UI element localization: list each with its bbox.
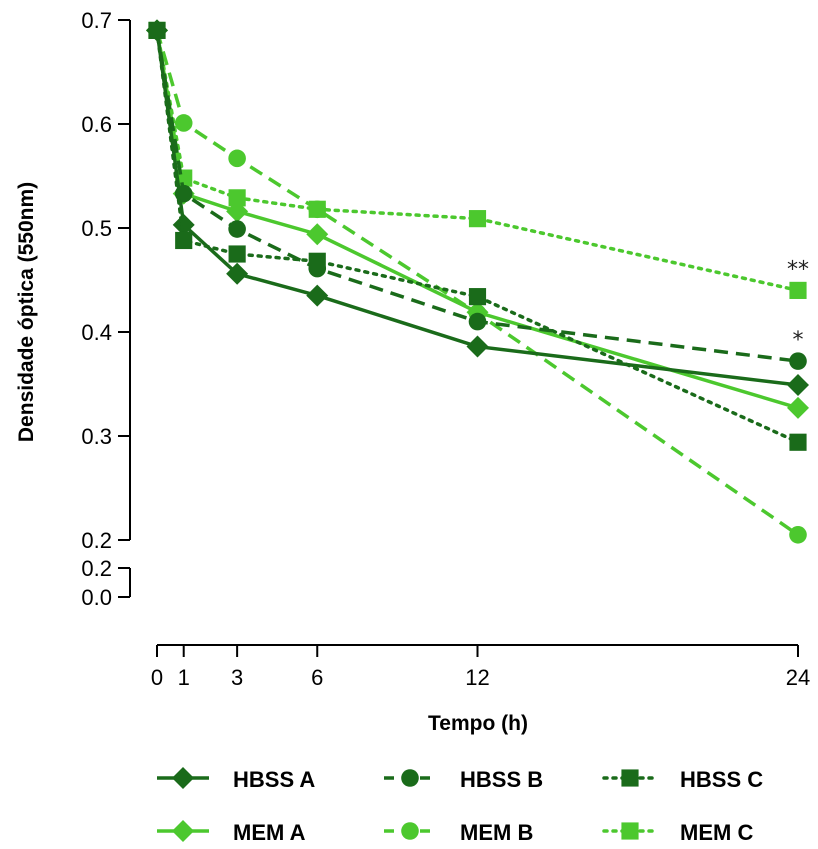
data-point <box>787 396 809 419</box>
series-line-hbss-b <box>155 30 799 363</box>
series-layer <box>146 19 809 544</box>
legend-label: HBSS C <box>680 767 763 792</box>
legend: HBSS A HBSS B HBSS C MEM A MEM B MEM C <box>157 767 763 845</box>
data-point <box>789 352 807 370</box>
series-line-hbss-a <box>155 30 799 387</box>
annotations: *** <box>787 257 809 353</box>
legend-label: HBSS B <box>460 767 543 792</box>
x-tick-label: 6 <box>311 665 323 690</box>
data-point <box>468 312 487 331</box>
y-tick-label: 0.4 <box>81 320 112 345</box>
series-mem-b <box>148 21 807 544</box>
data-point <box>787 374 809 397</box>
data-point <box>308 252 326 270</box>
y-tick-label: 0.3 <box>81 424 112 449</box>
legend-item-mem-c: MEM C <box>602 820 753 845</box>
legend-item-hbss-a: HBSS A <box>157 767 315 792</box>
data-point <box>468 210 487 228</box>
legend-marker <box>621 822 639 840</box>
data-point <box>306 284 329 307</box>
data-point <box>789 281 807 299</box>
data-point <box>306 223 329 246</box>
y-tick-label: 0.7 <box>81 8 112 33</box>
legend-marker <box>621 769 639 787</box>
data-point <box>172 213 195 236</box>
axes: 0.7 0.6 0.5 0.4 0.3 0.2 0.2 0.0 0 1 3 6 12 24 <box>81 8 810 690</box>
data-point <box>468 288 487 306</box>
y-break-tick-label: 0.0 <box>81 585 112 610</box>
data-point <box>789 433 807 451</box>
significance-marker: ** <box>787 257 809 282</box>
y-axis-title: Densidade óptica (550nm) <box>15 182 38 442</box>
data-point <box>174 114 193 132</box>
x-tick-label: 24 <box>786 665 810 690</box>
data-point <box>789 526 807 544</box>
y-break-tick-label: 0.2 <box>81 556 112 581</box>
series-hbss-a <box>146 19 809 397</box>
y-tick-label: 0.6 <box>81 112 112 137</box>
data-point <box>226 262 249 285</box>
legend-item-mem-b: MEM B <box>384 820 533 845</box>
series-line-mem-c <box>155 28 800 293</box>
x-axis-title: Tempo (h) <box>428 712 528 735</box>
x-tick-label: 0 <box>151 665 163 690</box>
data-point <box>148 21 166 39</box>
data-point <box>175 231 193 250</box>
x-tick-label: 1 <box>178 665 190 690</box>
data-point <box>466 335 489 358</box>
series-line-mem-b <box>155 29 799 537</box>
y-tick-label: 0.5 <box>81 216 112 241</box>
data-point <box>228 245 246 263</box>
legend-label: HBSS A <box>233 767 315 792</box>
series-hbss-c <box>148 21 807 451</box>
legend-marker <box>401 822 419 840</box>
y-tick-label: 0.2 <box>81 528 112 553</box>
data-point <box>308 200 326 218</box>
data-point <box>228 149 246 168</box>
series-line-hbss-c <box>155 28 800 444</box>
data-point <box>228 220 246 238</box>
legend-marker <box>401 769 419 787</box>
series-mem-c <box>148 21 807 299</box>
legend-label: MEM B <box>460 820 533 845</box>
legend-label: MEM A <box>233 820 306 845</box>
data-point <box>228 189 246 207</box>
legend-marker <box>172 820 194 842</box>
legend-label: MEM C <box>680 820 753 845</box>
series-hbss-b <box>148 21 807 370</box>
x-tick-label: 12 <box>465 665 489 690</box>
legend-item-hbss-c: HBSS C <box>602 767 763 792</box>
x-tick-label: 3 <box>231 665 243 690</box>
legend-item-mem-a: MEM A <box>157 820 306 845</box>
legend-item-hbss-b: HBSS B <box>384 767 543 792</box>
data-point <box>174 184 193 203</box>
significance-marker: * <box>793 328 804 353</box>
legend-marker <box>172 767 194 789</box>
